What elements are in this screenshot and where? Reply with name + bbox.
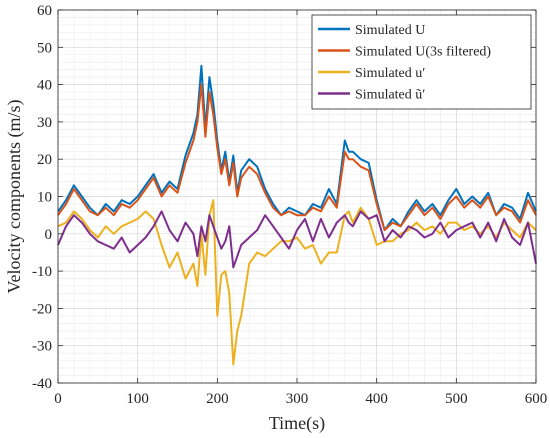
x-tick-label: 100 bbox=[126, 391, 149, 407]
y-tick-label: -30 bbox=[32, 339, 52, 355]
y-tick-label: 50 bbox=[37, 40, 52, 56]
legend-label-3: Simulated u′ bbox=[355, 66, 425, 81]
x-tick-labels: 0 100 200 300 400 500 600 bbox=[54, 391, 547, 407]
x-tick-label: 400 bbox=[365, 391, 388, 407]
x-tick-label: 0 bbox=[54, 391, 62, 407]
series-line-4 bbox=[57, 210, 537, 269]
axis-ticks bbox=[57, 9, 537, 384]
legend-label-4: Simulated ũ′ bbox=[355, 88, 425, 103]
y-tick-label: 60 bbox=[37, 3, 52, 19]
x-axis-label: Time(s) bbox=[269, 413, 325, 434]
y-tick-label: 20 bbox=[37, 152, 52, 168]
series-line-3 bbox=[57, 199, 537, 366]
y-tick-label: 0 bbox=[45, 227, 53, 243]
y-tick-labels: -40 -30 -20 -10 0 10 20 30 40 50 60 bbox=[32, 3, 52, 392]
legend-label-2: Simulated U(3s filtered) bbox=[355, 45, 491, 60]
y-axis-label: Velocity components (m/s) bbox=[4, 100, 25, 294]
y-tick-label: 30 bbox=[37, 115, 52, 131]
series-line-1 bbox=[57, 64, 537, 232]
series-layer bbox=[57, 64, 537, 366]
x-tick-label: 500 bbox=[445, 391, 468, 407]
y-tick-label: 40 bbox=[37, 78, 52, 94]
legend: Simulated U Simulated U(3s filtered) Simul… bbox=[311, 14, 532, 110]
x-tick-label: 300 bbox=[286, 391, 309, 407]
x-tick-label: 200 bbox=[206, 391, 229, 407]
series-line-2 bbox=[57, 83, 537, 232]
x-tick-label: 600 bbox=[525, 391, 548, 407]
y-tick-label: -20 bbox=[32, 301, 52, 317]
legend-label-1: Simulated U bbox=[355, 23, 425, 38]
y-tick-label: -10 bbox=[32, 264, 52, 280]
y-tick-label: -40 bbox=[32, 376, 52, 392]
y-tick-label: 10 bbox=[37, 190, 52, 206]
